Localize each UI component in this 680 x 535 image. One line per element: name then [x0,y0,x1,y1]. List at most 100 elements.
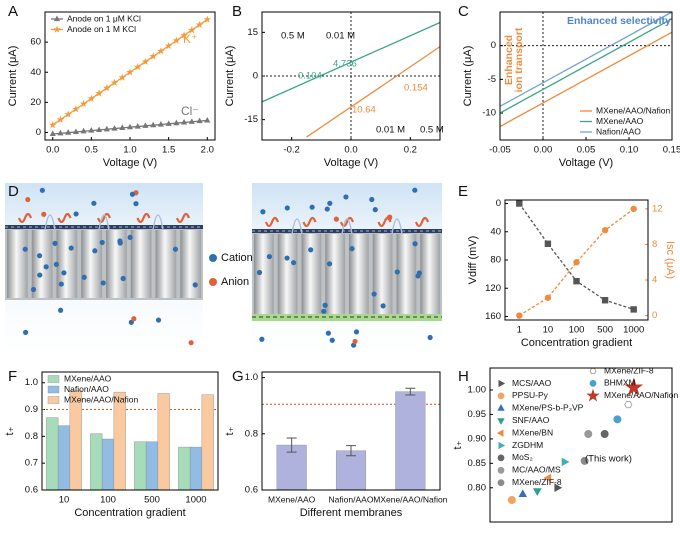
bar [134,441,147,491]
marker [133,62,142,71]
x-tick-label: -0.05 [489,145,511,156]
plot-frame [504,199,649,321]
marker [543,473,552,483]
anion-wave [17,212,33,224]
y-tick-label: 0.6 [245,485,258,496]
legend-label: MCS/AAO [512,378,552,388]
y-tick-label: 1.0 [25,377,38,388]
legend-label: MXene/BN [512,427,553,437]
marker [497,392,505,400]
marker [126,123,134,130]
marker [134,123,141,129]
y-axis-label: Vdiff (mV) [467,236,479,285]
marker [119,124,126,130]
marker [188,26,196,34]
y-tick-label: 40 [490,226,501,237]
cation [284,255,290,261]
x-tick-label: 500 [144,495,160,506]
cation [81,274,87,280]
y-tick-label: 40 [30,67,41,78]
marker [165,120,172,126]
anion-wave [57,212,72,224]
x-tick-label: 0.2 [404,145,417,156]
marker [64,110,72,118]
marker [630,306,637,313]
annotation: 4.736 [333,59,357,70]
cation [155,317,162,323]
cation [371,291,377,297]
bar [145,441,159,491]
y-tick-label: 0 [491,40,496,51]
annotation: 0.5 M [420,125,444,136]
y-tick-label: 0.6 [25,485,38,496]
marker [498,379,506,388]
pore-wall [155,230,177,298]
pore-wall [277,234,298,318]
line [306,46,441,138]
y-tick-label: 20 [30,97,41,108]
anion [188,340,194,346]
x-tick-label: 100 [100,495,116,506]
legend-label: BHMXM [604,378,636,388]
cation [326,261,333,267]
legend-label: Anode on 1 M KCl [67,24,136,34]
x-tick-label: 0.15 [663,145,680,156]
x-tick-label: 10 [59,495,70,506]
pore-wall [301,234,322,318]
x-tick-label: 0.0 [46,145,59,156]
legend-label: PPSU-Py [512,390,549,400]
marker [533,488,542,496]
pore-wave [291,218,303,235]
y-tick-label: 0.8 [25,431,38,442]
marker [150,121,157,128]
anion-wave [175,212,191,224]
marker [142,122,149,128]
cation [369,196,375,203]
legend-label: MoS₂ [512,452,533,462]
marker [554,483,563,493]
bar [46,417,59,491]
legend-label: MC/AAO/MS [512,465,561,475]
marker [188,118,195,124]
y-axis-label: Current (μA) [462,46,474,107]
cation [353,329,360,335]
cation [129,191,136,197]
pore-wall [56,230,78,298]
cation [23,329,29,335]
legend-label: MXene/AAO/Nafion [64,394,138,404]
cation-icon [209,254,217,262]
cation [100,280,106,286]
surface-layer [252,229,442,233]
legend-swatch [47,385,60,394]
plot-frame [261,11,441,141]
legend-swatch [47,396,60,404]
x-axis-label: Voltage (V) [559,157,613,169]
cation [372,207,378,213]
panel-label: D [8,183,19,200]
marker [126,68,134,76]
bar [395,391,426,491]
marker [497,404,505,411]
error-bar [286,437,297,453]
annotation: K⁺ [183,32,197,46]
legend-label: MXene/AAO/Nafion [604,390,678,400]
marker [497,479,505,487]
x-tick-label: 10 [543,325,554,336]
marker [181,118,188,125]
x-tick-label: 0.5 [85,145,98,156]
cation [58,307,64,313]
bar [157,393,170,491]
x-tick-label: -0.2 [283,145,299,156]
marker [118,73,127,81]
marker [203,15,212,23]
y-tick-label: 0.85 [468,458,487,469]
bar [57,425,71,491]
panel-label: G [232,368,244,385]
marker [57,129,64,136]
pore-wave [152,214,164,231]
cation [99,239,105,246]
cation [349,246,355,252]
marker [72,105,80,113]
y2-tick-label: 0 [652,310,657,321]
cation [117,240,123,246]
